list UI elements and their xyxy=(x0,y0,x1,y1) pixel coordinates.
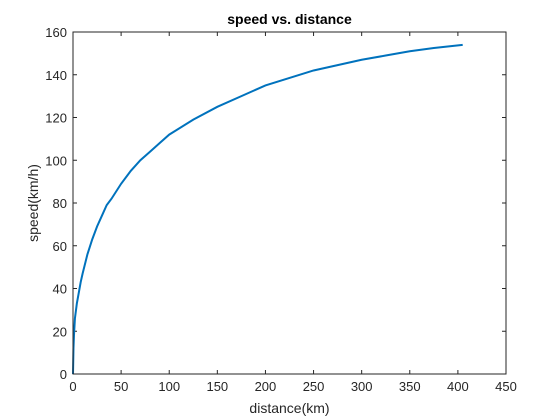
y-tick-label: 0 xyxy=(60,367,67,382)
x-tick-label: 150 xyxy=(206,379,228,394)
y-tick-label: 100 xyxy=(45,153,67,168)
plot-frame xyxy=(72,31,507,375)
x-tick-label: 450 xyxy=(495,379,517,394)
plot-area xyxy=(73,32,506,374)
y-tick-label: 60 xyxy=(53,239,67,254)
y-axis-ticks: 0 20 40 60 80 100 120 140 160 xyxy=(45,25,506,382)
x-tick-label: 200 xyxy=(255,379,277,394)
y-tick-label: 120 xyxy=(45,111,67,126)
x-tick-label: 300 xyxy=(351,379,373,394)
y-tick-label: 140 xyxy=(45,68,67,83)
x-tick-label: 400 xyxy=(447,379,469,394)
series-line xyxy=(72,43,463,375)
x-tick-label: 350 xyxy=(399,379,421,394)
y-tick-label: 80 xyxy=(53,196,67,211)
x-axis-label: distance(km) xyxy=(249,400,329,416)
y-tick-label: 160 xyxy=(45,25,67,40)
chart-title: speed vs. distance xyxy=(227,11,352,27)
x-tick-label: 50 xyxy=(114,379,128,394)
y-tick-label: 20 xyxy=(53,324,67,339)
x-axis-ticks: 0 50 100 150 200 250 300 350 400 450 xyxy=(69,32,517,394)
x-tick-label: 0 xyxy=(69,379,76,394)
x-tick-label: 250 xyxy=(303,379,325,394)
x-tick-label: 100 xyxy=(158,379,180,394)
y-tick-label: 40 xyxy=(53,282,67,297)
y-axis-label: speed(km/h) xyxy=(25,164,41,242)
